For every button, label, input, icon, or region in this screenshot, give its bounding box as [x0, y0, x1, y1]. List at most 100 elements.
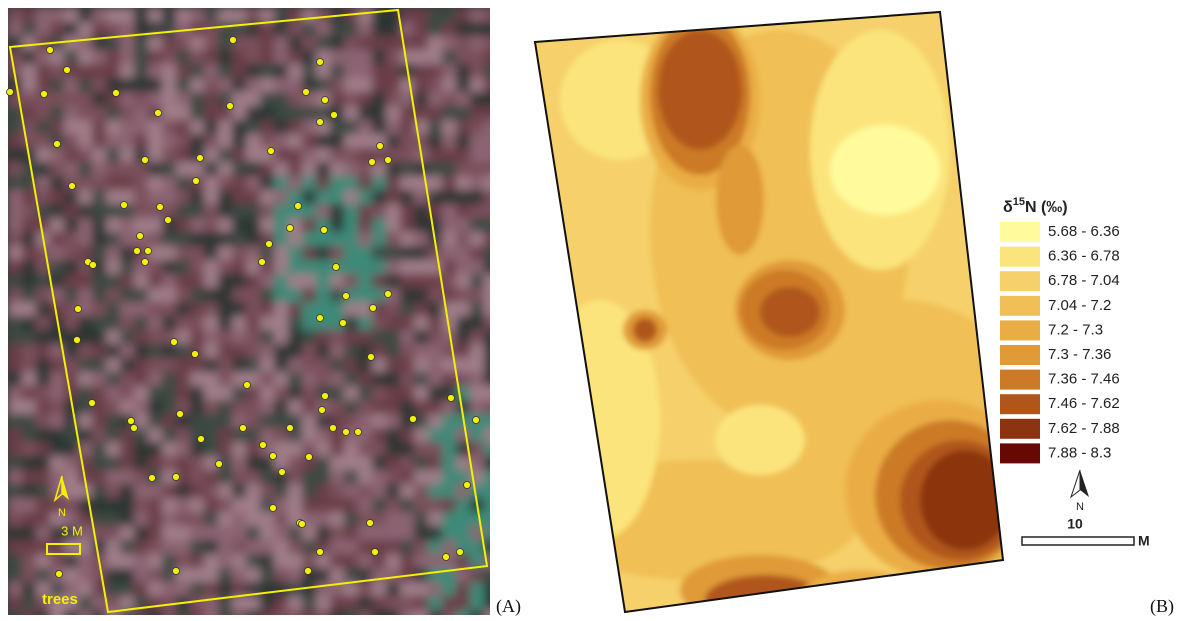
- texture-cell: [414, 610, 429, 621]
- texture-cell: [50, 302, 65, 317]
- texture-cell: [414, 414, 429, 429]
- tree-point: [331, 112, 338, 119]
- texture-cell: [64, 260, 79, 275]
- texture-cell: [134, 218, 149, 233]
- texture-cell: [218, 78, 233, 93]
- texture-cell: [288, 344, 303, 359]
- texture-cell: [106, 498, 121, 513]
- tree-point: [165, 217, 172, 224]
- texture-cell: [484, 218, 499, 233]
- texture-cell: [176, 540, 191, 555]
- texture-cell: [162, 316, 177, 331]
- texture-cell: [470, 330, 485, 345]
- texture-cell: [246, 106, 261, 121]
- texture-cell: [372, 498, 387, 513]
- texture-cell: [372, 442, 387, 457]
- texture-cell: [176, 442, 191, 457]
- texture-cell: [386, 456, 401, 471]
- texture-cell: [484, 540, 499, 555]
- texture-cell: [8, 162, 23, 177]
- texture-cell: [414, 246, 429, 261]
- texture-cell: [316, 260, 331, 275]
- texture-cell: [484, 246, 499, 261]
- tree-point: [370, 305, 377, 312]
- texture-cell: [134, 106, 149, 121]
- texture-cell: [218, 414, 233, 429]
- legend-swatch: [1000, 370, 1040, 390]
- texture-cell: [484, 498, 499, 513]
- texture-cell: [428, 344, 443, 359]
- texture-cell: [106, 526, 121, 541]
- texture-cell: [400, 540, 415, 555]
- texture-cell: [22, 22, 37, 37]
- tree-point: [340, 320, 347, 327]
- texture-cell: [442, 274, 457, 289]
- texture-cell: [400, 274, 415, 289]
- texture-cell: [8, 386, 23, 401]
- texture-cell: [134, 190, 149, 205]
- texture-cell: [134, 50, 149, 65]
- texture-cell: [414, 456, 429, 471]
- texture-cell: [120, 274, 135, 289]
- texture-cell: [330, 442, 345, 457]
- texture-cell: [414, 64, 429, 79]
- texture-cell: [442, 428, 457, 443]
- texture-cell: [36, 568, 51, 583]
- texture-cell: [162, 498, 177, 513]
- texture-cell: [22, 568, 37, 583]
- texture-cell: [316, 498, 331, 513]
- texture-cell: [372, 358, 387, 373]
- texture-cell: [456, 78, 471, 93]
- texture-cell: [428, 582, 443, 597]
- figure: N 3 M trees (A) δ15N (‰) 5.68 - 6.366.36…: [0, 0, 1187, 621]
- texture-cell: [120, 162, 135, 177]
- texture-cell: [358, 470, 373, 485]
- texture-cell: [218, 526, 233, 541]
- texture-cell: [78, 288, 93, 303]
- texture-cell: [316, 596, 331, 611]
- texture-cell: [106, 358, 121, 373]
- texture-cell: [176, 134, 191, 149]
- tree-point: [305, 568, 312, 575]
- texture-cell: [176, 386, 191, 401]
- texture-cell: [456, 526, 471, 541]
- texture-cell: [358, 274, 373, 289]
- texture-cell: [64, 36, 79, 51]
- texture-cell: [372, 106, 387, 121]
- texture-cell: [358, 50, 373, 65]
- contour-zone: [760, 287, 820, 337]
- texture-cell: [36, 540, 51, 555]
- tree-point: [177, 411, 184, 418]
- texture-cell: [302, 190, 317, 205]
- legend-label: 5.68 - 6.36: [1048, 223, 1120, 240]
- texture-cell: [400, 246, 415, 261]
- texture-cell: [470, 260, 485, 275]
- texture-cell: [484, 162, 499, 177]
- texture-cell: [484, 316, 499, 331]
- texture-cell: [414, 400, 429, 415]
- texture-cell: [64, 246, 79, 261]
- texture-cell: [22, 64, 37, 79]
- texture-cell: [470, 246, 485, 261]
- texture-cell: [232, 106, 247, 121]
- texture-cell: [120, 526, 135, 541]
- texture-cell: [190, 596, 205, 611]
- texture-cell: [134, 344, 149, 359]
- tree-point: [145, 248, 152, 255]
- texture-cell: [190, 64, 205, 79]
- texture-cell: [78, 78, 93, 93]
- texture-cell: [106, 246, 121, 261]
- texture-cell: [120, 512, 135, 527]
- texture-cell: [232, 78, 247, 93]
- texture-cell: [8, 176, 23, 191]
- texture-cell: [36, 176, 51, 191]
- texture-cell: [288, 176, 303, 191]
- texture-cell: [302, 50, 317, 65]
- texture-cell: [288, 484, 303, 499]
- texture-cell: [260, 134, 275, 149]
- tree-point: [69, 183, 76, 190]
- texture-cell: [358, 232, 373, 247]
- texture-cell: [8, 148, 23, 163]
- texture-cell: [400, 78, 415, 93]
- texture-cell: [148, 316, 163, 331]
